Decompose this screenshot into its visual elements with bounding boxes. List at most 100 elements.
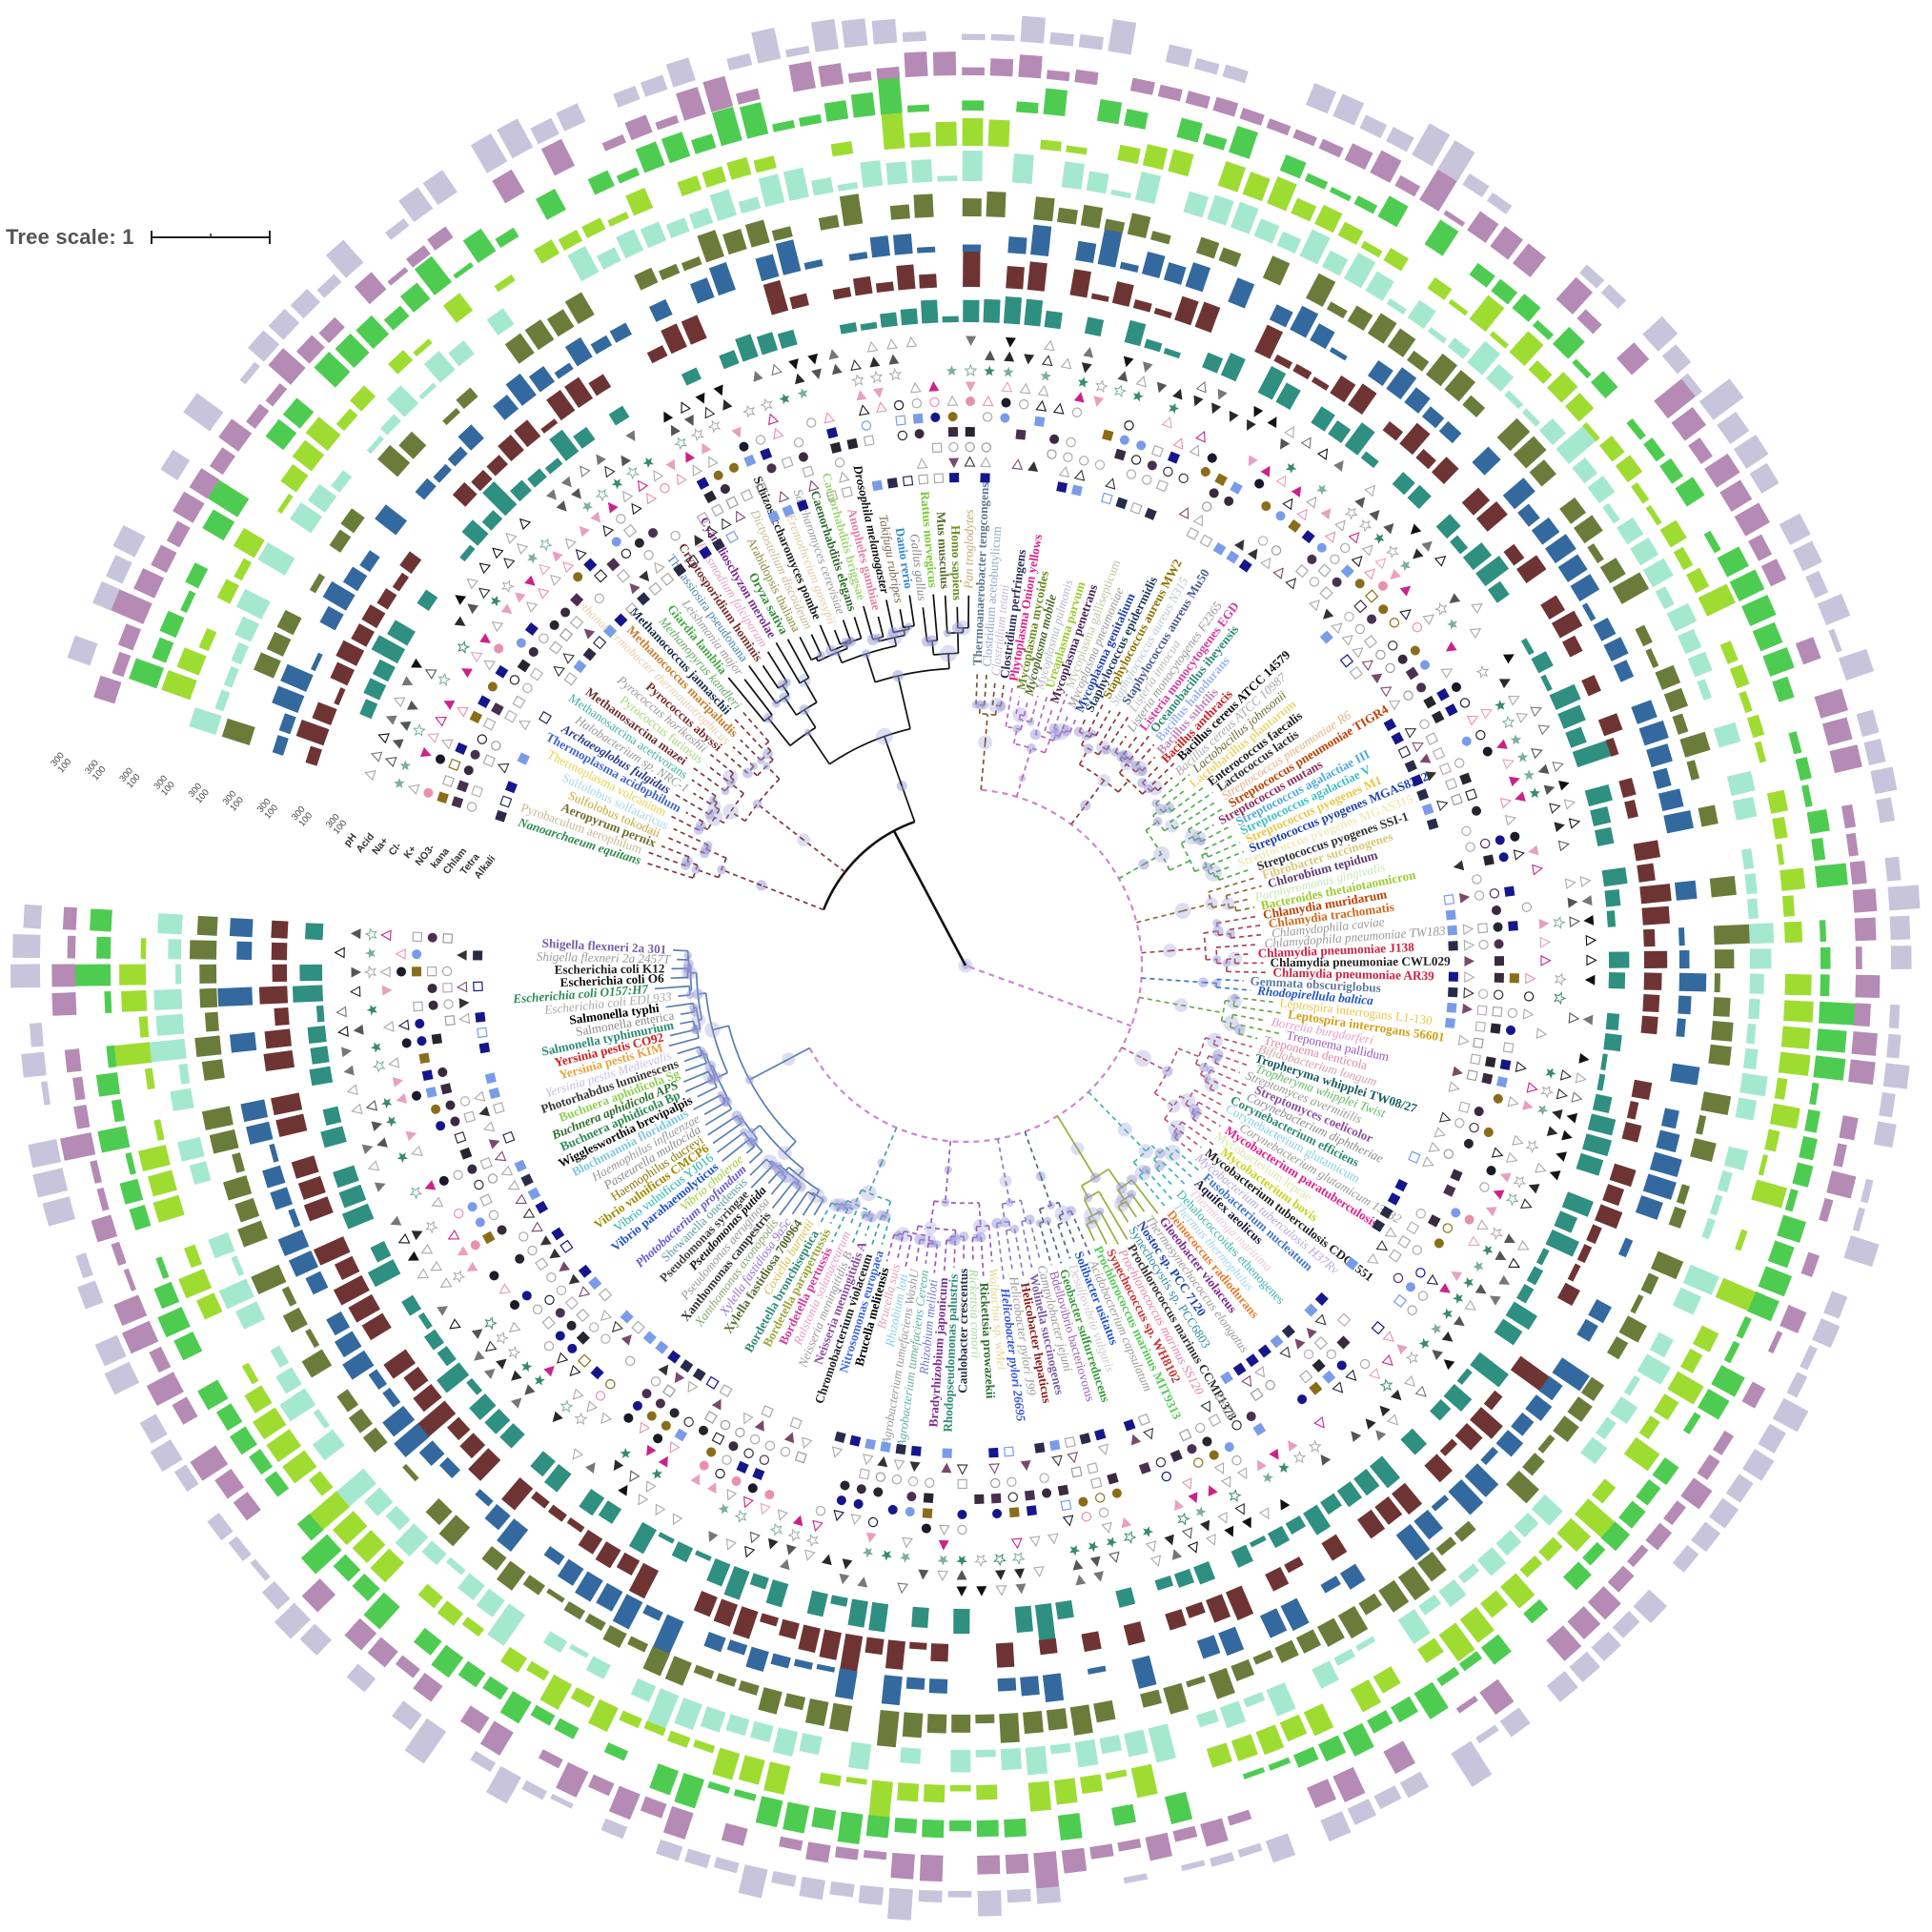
binary-shape (566, 1320, 577, 1331)
bar-segment (276, 609, 302, 636)
bar-segment (385, 1505, 411, 1531)
binary-shape (658, 1364, 669, 1376)
bar-segment (42, 1196, 76, 1227)
tree-node-dot (708, 796, 718, 804)
binary-shape (1498, 1274, 1511, 1285)
bar-segment (147, 1038, 187, 1063)
bar-segment (719, 350, 740, 370)
bar-segment (1733, 434, 1769, 469)
bar-segment (554, 1718, 580, 1739)
bar-segment (1591, 1478, 1617, 1504)
bar-segment (616, 167, 641, 184)
bar-segment (1538, 1536, 1563, 1562)
bar-segment (1532, 319, 1555, 340)
binary-shape (893, 1459, 905, 1471)
binary-shape (531, 1221, 543, 1232)
binary-shape (1010, 1537, 1023, 1550)
species-label[interactable]: Escherichia coli O6 (559, 971, 664, 990)
binary-shape (353, 1024, 364, 1035)
binary-shape (912, 413, 924, 424)
branch (803, 839, 846, 873)
bar-segment (1202, 132, 1228, 151)
bar-segment (184, 1244, 202, 1269)
bar-segment (157, 913, 183, 935)
bar-segment (1781, 895, 1796, 917)
bar-segment (871, 18, 898, 45)
bar-segment (1739, 1072, 1768, 1097)
bar-segment (1631, 1079, 1653, 1100)
bar-segment (573, 426, 596, 449)
binary-shape (1035, 399, 1047, 412)
bar-segment (1157, 84, 1183, 102)
bar-segment (368, 1369, 388, 1391)
binary-shape (1062, 1515, 1074, 1527)
species-label[interactable]: Rhodopseudomonas palustris (941, 1273, 961, 1432)
tree-node-dot (1225, 928, 1235, 939)
tree-node-dot (1073, 726, 1085, 737)
binary-shape (864, 1438, 876, 1451)
bar-segment (1652, 767, 1672, 789)
binary-shape (1270, 1334, 1284, 1349)
species-label[interactable]: Chlamydia pneumoniae CWL029 (1271, 954, 1452, 970)
binary-shape (1132, 391, 1144, 402)
binary-shape (1393, 1272, 1404, 1284)
tree-node-dot (1212, 1048, 1224, 1061)
species-label[interactable]: Rickettsia prowazekii (977, 1282, 998, 1399)
bar-segment (1610, 1395, 1638, 1425)
bar-segment (1383, 248, 1409, 272)
bar-segment (1676, 1018, 1686, 1037)
bar-segment (1709, 876, 1737, 898)
binary-shape (1252, 1422, 1267, 1436)
binary-shape (1477, 923, 1489, 934)
binary-shape (1431, 710, 1445, 724)
species-label[interactable]: Chlamydia pneumoniae AR39 (1272, 965, 1434, 983)
bar-segment (452, 481, 478, 507)
bar-segment (1557, 554, 1588, 582)
species-label[interactable]: Rickettsia conorii (966, 1268, 983, 1358)
bar-segment (1557, 704, 1586, 729)
binary-shape (1443, 1184, 1456, 1197)
bar-segment (1030, 224, 1052, 257)
species-label[interactable]: Shigella flexneri 2a 301 (541, 936, 666, 957)
binary-shape (706, 1447, 717, 1457)
binary-shape (699, 1425, 709, 1435)
bar-segment (363, 1487, 394, 1516)
species-label[interactable]: Chlamydia pneumoniae J138 (1257, 940, 1414, 961)
bar-segment (1208, 1667, 1235, 1699)
bar-segment (691, 133, 717, 154)
species-label[interactable]: Escherichia coli K12 (555, 961, 665, 976)
bar-segment (1506, 1470, 1539, 1504)
binary-shape (1388, 1249, 1402, 1263)
bar-segment (1512, 243, 1547, 277)
binary-shape (992, 1553, 1007, 1567)
bar-segment (1535, 1248, 1550, 1266)
bar-segment (661, 323, 687, 355)
branch (1015, 778, 1024, 798)
bar-segment (1587, 542, 1604, 564)
binary-shape (388, 1057, 400, 1068)
branch (833, 629, 842, 645)
bar-segment (486, 455, 508, 477)
species-label[interactable]: Caulobacter crescentus (955, 1269, 970, 1393)
branch (1211, 903, 1229, 909)
bar-segment (62, 906, 77, 930)
binary-shape (1583, 914, 1595, 925)
tree-node-dot (1048, 722, 1060, 734)
binary-shape (1480, 708, 1493, 720)
bar-segment (1792, 540, 1822, 572)
bar-segment (1314, 204, 1343, 234)
bar-segment (282, 397, 315, 429)
bar-segment (716, 1673, 737, 1687)
bar-segment (894, 1818, 918, 1834)
binary-shape (1202, 501, 1212, 512)
branch (1234, 996, 1273, 1004)
bar-segment (1576, 1318, 1598, 1342)
binary-shape (411, 1090, 421, 1101)
bar-segment (1123, 109, 1149, 130)
branch (1201, 852, 1207, 857)
bar-segment (113, 1294, 148, 1326)
species-label[interactable]: Shigella flexneri 2a 2457T (537, 949, 672, 966)
bar-segment (793, 1658, 814, 1670)
